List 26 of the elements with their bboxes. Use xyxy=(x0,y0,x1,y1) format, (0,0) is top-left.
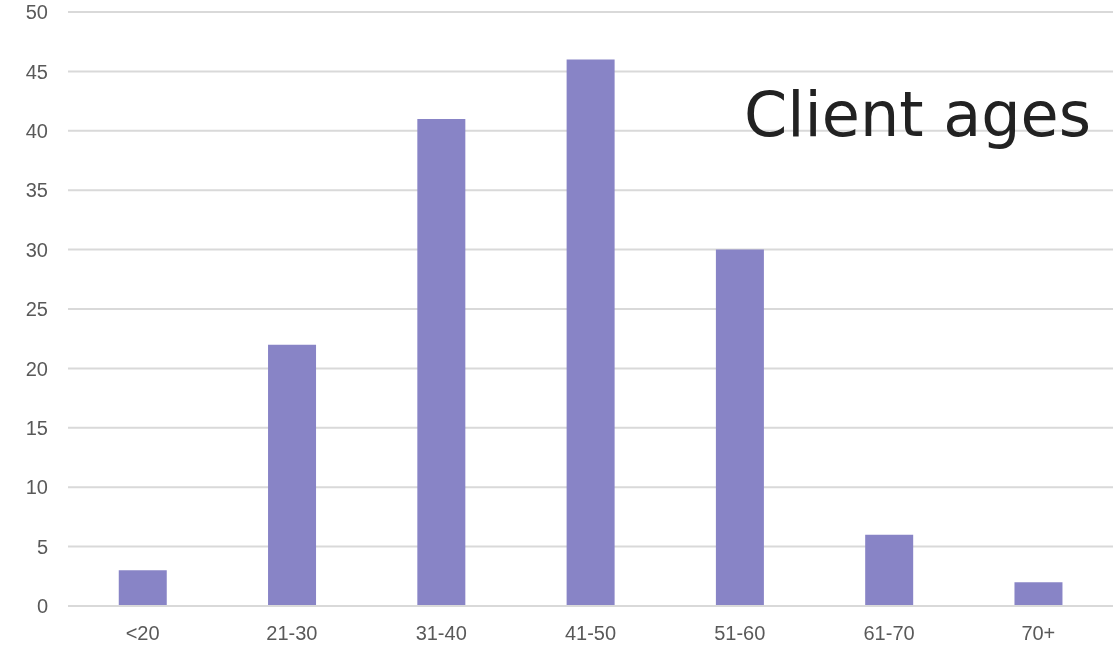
y-tick-label: 30 xyxy=(25,238,48,261)
y-tick-label: 10 xyxy=(25,476,48,499)
x-tick-label: 70+ xyxy=(1021,622,1056,645)
x-tick-label: 41-50 xyxy=(564,622,617,645)
bar xyxy=(118,570,167,606)
x-tick-label: 21-30 xyxy=(266,622,318,645)
y-tick-label: 40 xyxy=(25,119,48,142)
bar xyxy=(1014,582,1063,606)
y-tick-label: 50 xyxy=(25,1,48,24)
text: Client ages xyxy=(744,78,1091,151)
x-tick-label: 61-70 xyxy=(863,622,915,645)
y-tick-label: 35 xyxy=(25,179,48,202)
y-tick-label: 5 xyxy=(36,535,48,558)
y-tick-label: 25 xyxy=(25,298,48,321)
x-tick-label: <20 xyxy=(125,622,160,645)
bar xyxy=(566,59,615,606)
x-tick-label: 31-40 xyxy=(415,622,467,645)
bar xyxy=(417,118,466,606)
bar xyxy=(268,344,317,606)
bar xyxy=(865,534,914,606)
y-tick-label: 20 xyxy=(25,357,48,380)
x-tick-label: 51-60 xyxy=(714,622,766,645)
y-tick-label: 15 xyxy=(25,416,48,439)
y-tick-label: 0 xyxy=(36,595,48,618)
y-tick-label: 45 xyxy=(25,60,48,83)
bar xyxy=(715,249,764,606)
